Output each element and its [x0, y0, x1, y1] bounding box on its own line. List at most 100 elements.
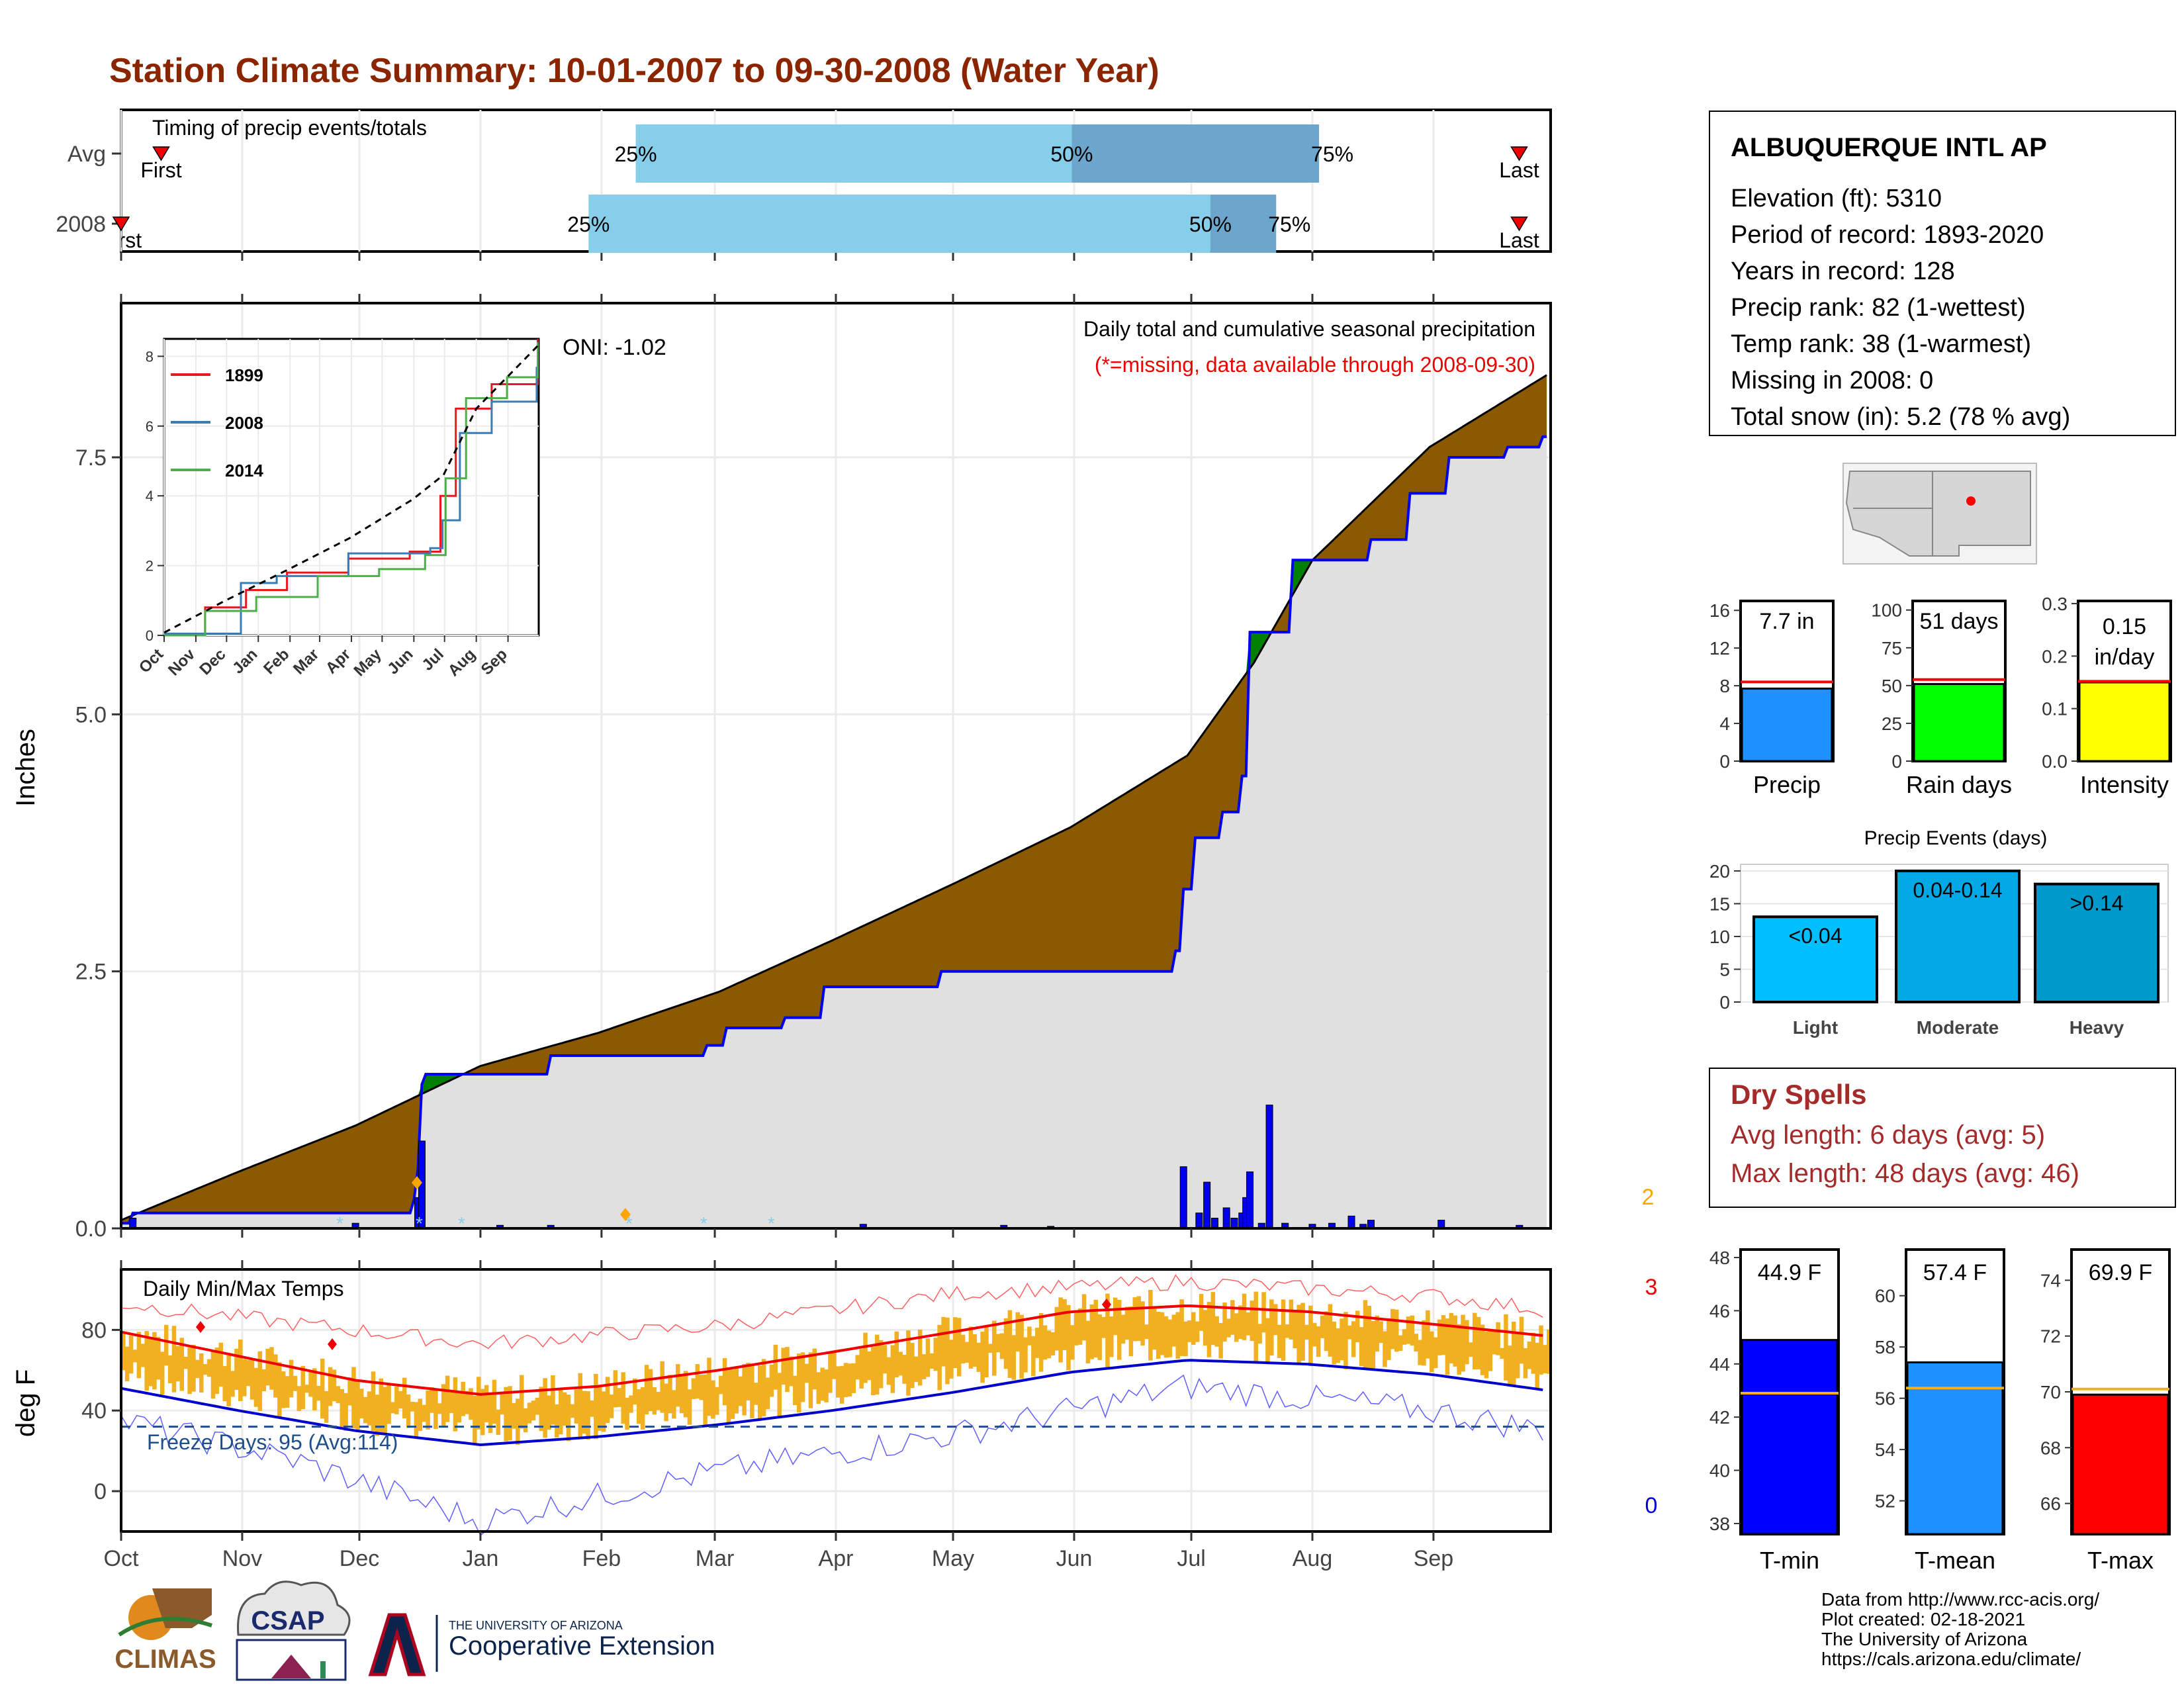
daily-temp-bar [1359, 1327, 1364, 1367]
daily-temp-bar [1519, 1316, 1524, 1364]
daily-temp-bar [1324, 1311, 1329, 1351]
daily-temp-bar [1492, 1331, 1496, 1355]
daily-temp-bar [793, 1375, 797, 1406]
daily-precip-bar [1265, 1105, 1273, 1229]
precip-events-y-axis: 0 5 10 15 20 [1709, 861, 1741, 1013]
precip-x-ticks [120, 294, 1435, 1238]
daily-temp-bar [281, 1371, 286, 1408]
daily-temp-bar [328, 1367, 333, 1406]
daily-temp-bar [1527, 1342, 1532, 1369]
locator-map-states [1845, 471, 2031, 557]
daily-temp-bar [582, 1391, 586, 1434]
record-max-line [120, 1274, 1543, 1349]
daily-temp-bar [1003, 1318, 1009, 1369]
inset-series-line [164, 367, 538, 635]
summary-bar-tick-label: 100 [1871, 600, 1902, 621]
daily-temp-bar [1394, 1309, 1399, 1352]
daily-temp-bar [1167, 1319, 1173, 1357]
daily-temp-bar [1101, 1316, 1106, 1338]
timing-label-50: 50% [1050, 142, 1093, 166]
daily-temp-bar [1539, 1325, 1543, 1375]
daily-temp-bar [187, 1348, 192, 1394]
daily-temp-bar [832, 1351, 837, 1379]
temp-summary-tick-label: 42 [1709, 1407, 1730, 1428]
daily-temp-bar [1011, 1335, 1017, 1380]
daily-temp-bar [1152, 1308, 1157, 1350]
daily-temp-bar [1226, 1318, 1231, 1338]
daily-temp-bar [250, 1360, 255, 1400]
daily-temp-bar [230, 1371, 235, 1397]
daily-temp-bar [1453, 1315, 1457, 1367]
daily-temp-bar [1281, 1299, 1286, 1361]
timing-label-75: 75% [1268, 212, 1310, 236]
daily-temp-bar [558, 1389, 563, 1435]
daily-temp-bar [246, 1359, 251, 1387]
csap-logo-cactus [320, 1661, 326, 1678]
daily-temp-bar [477, 1377, 481, 1430]
daily-temp-bar [1367, 1305, 1372, 1369]
daily-temp-bar [340, 1389, 344, 1430]
daily-temp-bar [894, 1331, 899, 1377]
daily-temp-bar [488, 1393, 493, 1434]
last-event-marker [1510, 146, 1528, 161]
daily-temp-bar [972, 1334, 978, 1367]
daily-temp-bar [422, 1404, 426, 1422]
daily-temp-bar [578, 1373, 582, 1438]
daily-temp-bar [210, 1351, 216, 1399]
daily-temp-bar [1293, 1312, 1297, 1349]
daily-temp-bar [1508, 1346, 1512, 1387]
station-detail-line: Period of record: 1893-2020 [1731, 221, 2044, 249]
daily-temp-bar [875, 1334, 880, 1394]
temp-summary-tick-label: 58 [1875, 1337, 1895, 1357]
daily-temp-bar [652, 1387, 657, 1415]
daily-temp-bar [1163, 1316, 1169, 1358]
daily-temp-bar [1461, 1314, 1465, 1372]
daily-temp-bar [1265, 1318, 1270, 1363]
daily-temp-bar [175, 1346, 181, 1382]
daily-temp-bar [937, 1324, 942, 1391]
summary-bar-charts: 7.7 in 0 4 8 12 16 Precip 51 days 0 25 50 75 100 Rain… [1709, 594, 2172, 798]
temp-summary-fill [1741, 1339, 1839, 1535]
daily-temp-bar [418, 1398, 423, 1432]
daily-temp-bar [734, 1368, 739, 1414]
daily-temp-bar [1422, 1320, 1426, 1366]
daily-temp-bar [1156, 1311, 1161, 1359]
daily-temp-bar [621, 1372, 625, 1424]
temp-summary-tick-label: 54 [1875, 1440, 1895, 1460]
daily-precip-bar [1230, 1217, 1238, 1229]
daily-temp-bar [414, 1402, 419, 1438]
daily-temp-bar [1038, 1313, 1044, 1372]
daily-temp-bar [484, 1385, 489, 1423]
timing-bar-25-50 [635, 124, 1072, 183]
daily-temp-bar [945, 1317, 950, 1385]
daily-temp-bar [543, 1378, 547, 1438]
summary-bar-intensity: 0.15 in/day 0.0 0.1 0.2 0.3 Intensity [2042, 594, 2172, 798]
temp-summary-tick-label: 74 [2040, 1270, 2061, 1291]
daily-temp-bar [163, 1324, 169, 1366]
first-event-marker [152, 146, 170, 161]
daily-temp-bar [566, 1394, 571, 1441]
snow-markers: * * * * * * [336, 1213, 775, 1234]
daily-temp-bar [1414, 1334, 1418, 1352]
daily-temp-bar [1355, 1310, 1360, 1343]
daily-temp-bar [1203, 1310, 1208, 1346]
station-detail-line: Precip rank: 82 (1-wettest) [1731, 294, 2026, 322]
daily-temp-bar [1261, 1292, 1266, 1333]
temp-y-axis: 0 40 80 [81, 1318, 121, 1504]
summary-bar-rain-days: 51 days 0 25 50 75 100 Rain days [1871, 600, 2012, 798]
timing-panel: 25% 50% 75% First Last 25% 50% 75% First Last Tim… [56, 109, 1552, 261]
daily-temp-bar [594, 1373, 598, 1440]
daily-temp-bar [796, 1353, 801, 1413]
daily-temp-bar [1054, 1306, 1059, 1351]
timing-label-75: 75% [1311, 142, 1353, 166]
daily-temp-bar [132, 1349, 138, 1363]
daily-temp-bar [851, 1363, 856, 1393]
month-tick-label: Jan [463, 1546, 499, 1571]
daily-temp-bar [640, 1387, 645, 1430]
record-min-count: 0 [1645, 1493, 1658, 1518]
inset-y-tick-label: 4 [146, 488, 154, 504]
daily-temp-bar [562, 1392, 567, 1426]
snow-diamond-marker [620, 1208, 631, 1221]
summary-bar-label: Rain days [1906, 771, 2012, 798]
daily-temp-bar [1398, 1335, 1403, 1351]
